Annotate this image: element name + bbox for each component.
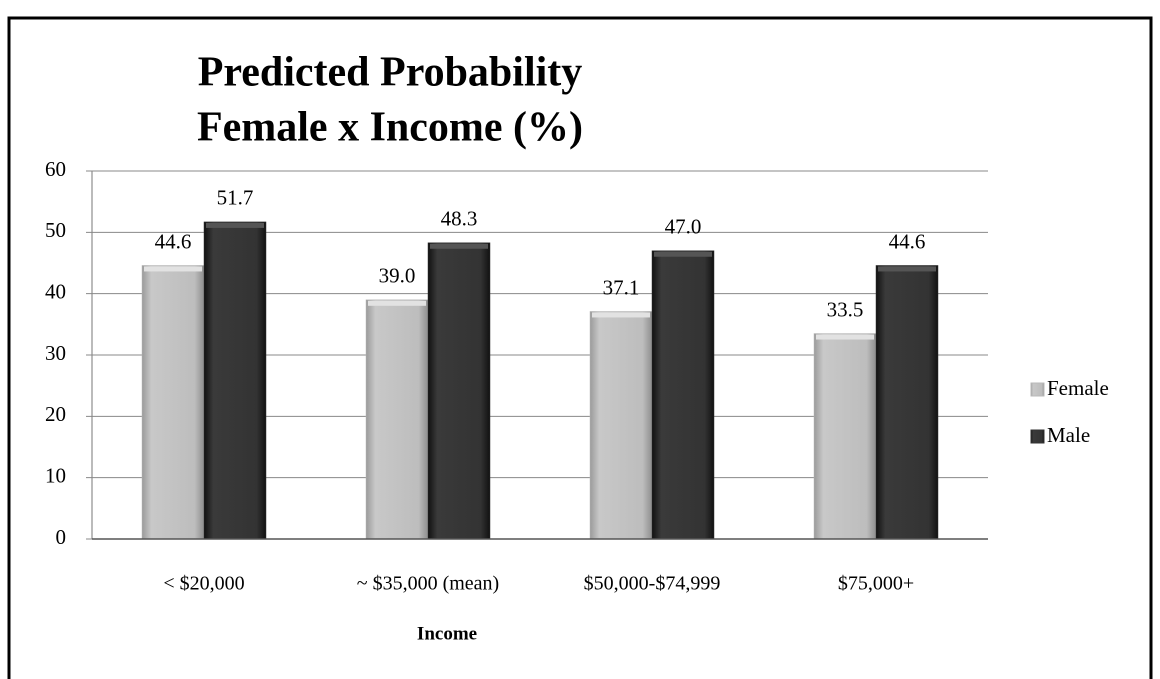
bar-cap [368, 300, 426, 306]
chart-title: Female x Income (%) [197, 105, 583, 151]
bar [875, 265, 939, 540]
legend-label: Female [1047, 376, 1109, 400]
bar [365, 299, 429, 540]
legend-swatch [1030, 429, 1045, 444]
value-label: 51.7 [217, 186, 254, 210]
bar [203, 221, 267, 540]
y-tick-label: 60 [45, 157, 66, 181]
bar-cap [878, 266, 936, 272]
y-tick-label: 40 [45, 279, 66, 303]
bar-cap [430, 243, 488, 249]
x-tick-label: $75,000+ [838, 573, 914, 595]
bar [651, 250, 715, 540]
value-label: 44.6 [889, 229, 926, 253]
value-label: 33.5 [827, 297, 864, 321]
x-axis-label: Income [417, 623, 477, 644]
x-tick-label: $50,000-$74,999 [584, 573, 721, 595]
y-tick-label: 30 [45, 341, 66, 365]
value-label: 44.6 [155, 229, 192, 253]
value-label: 47.0 [665, 215, 702, 239]
bar-cap [654, 251, 712, 257]
legend-swatch [1030, 382, 1045, 397]
chart-title: Predicted Probability [198, 50, 583, 96]
x-tick-label: < $20,000 [163, 573, 244, 595]
x-tick-label: ~ $35,000 (mean) [357, 573, 499, 595]
bar [141, 265, 205, 540]
value-label: 48.3 [441, 207, 478, 231]
bar [427, 242, 491, 540]
value-label: 37.1 [603, 275, 640, 299]
bar [813, 333, 877, 540]
value-label: 39.0 [379, 264, 416, 288]
bar-cap [144, 266, 202, 272]
bar-cap [592, 312, 650, 318]
bar [589, 311, 653, 540]
y-tick-label: 0 [56, 525, 67, 549]
legend-label: Male [1047, 423, 1090, 447]
y-tick-label: 20 [45, 402, 66, 426]
y-tick-label: 50 [45, 218, 66, 242]
y-tick-label: 10 [45, 463, 66, 487]
bar-cap [816, 334, 874, 340]
bar-cap [206, 222, 264, 228]
